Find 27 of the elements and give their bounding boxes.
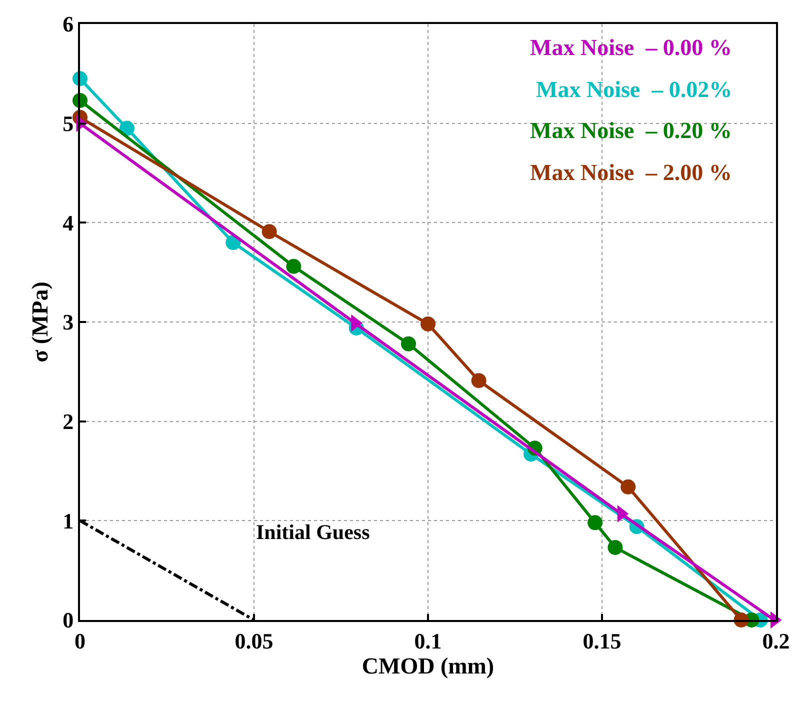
y-tick-label: 0: [62, 608, 74, 633]
x-tick-label: 0.15: [582, 628, 622, 654]
x-tick-label: 0.1: [414, 628, 442, 654]
point: [401, 336, 416, 352]
point: [286, 258, 302, 274]
y-tick-label: 4: [62, 210, 74, 236]
point: [608, 540, 623, 555]
point: [620, 479, 636, 494]
point: [471, 373, 486, 388]
point: [588, 515, 603, 530]
point: [420, 316, 436, 332]
x-tick-label: 0.2: [762, 628, 790, 654]
point: [262, 224, 277, 240]
text: Initial Guess: [256, 520, 370, 544]
text: Max Noise – 0.00 %: [530, 35, 732, 60]
y-tick-label: 1: [62, 508, 74, 534]
x-tick-label: 0.05: [234, 628, 274, 654]
y-tick-label: 5: [62, 111, 74, 136]
y-axis-title: σ (MPa): [28, 282, 53, 362]
y-tick-label: 6: [62, 12, 74, 37]
text: Max Noise – 0.02%: [536, 77, 732, 102]
text: Max Noise – 2.00 %: [530, 160, 732, 185]
y-tick-label: 3: [62, 310, 74, 335]
y-tick-label: 2: [62, 409, 74, 434]
text: Max Noise – 0.20 %: [530, 118, 732, 143]
x-axis-title: CMOD (mm): [362, 653, 494, 678]
point: [119, 120, 134, 136]
